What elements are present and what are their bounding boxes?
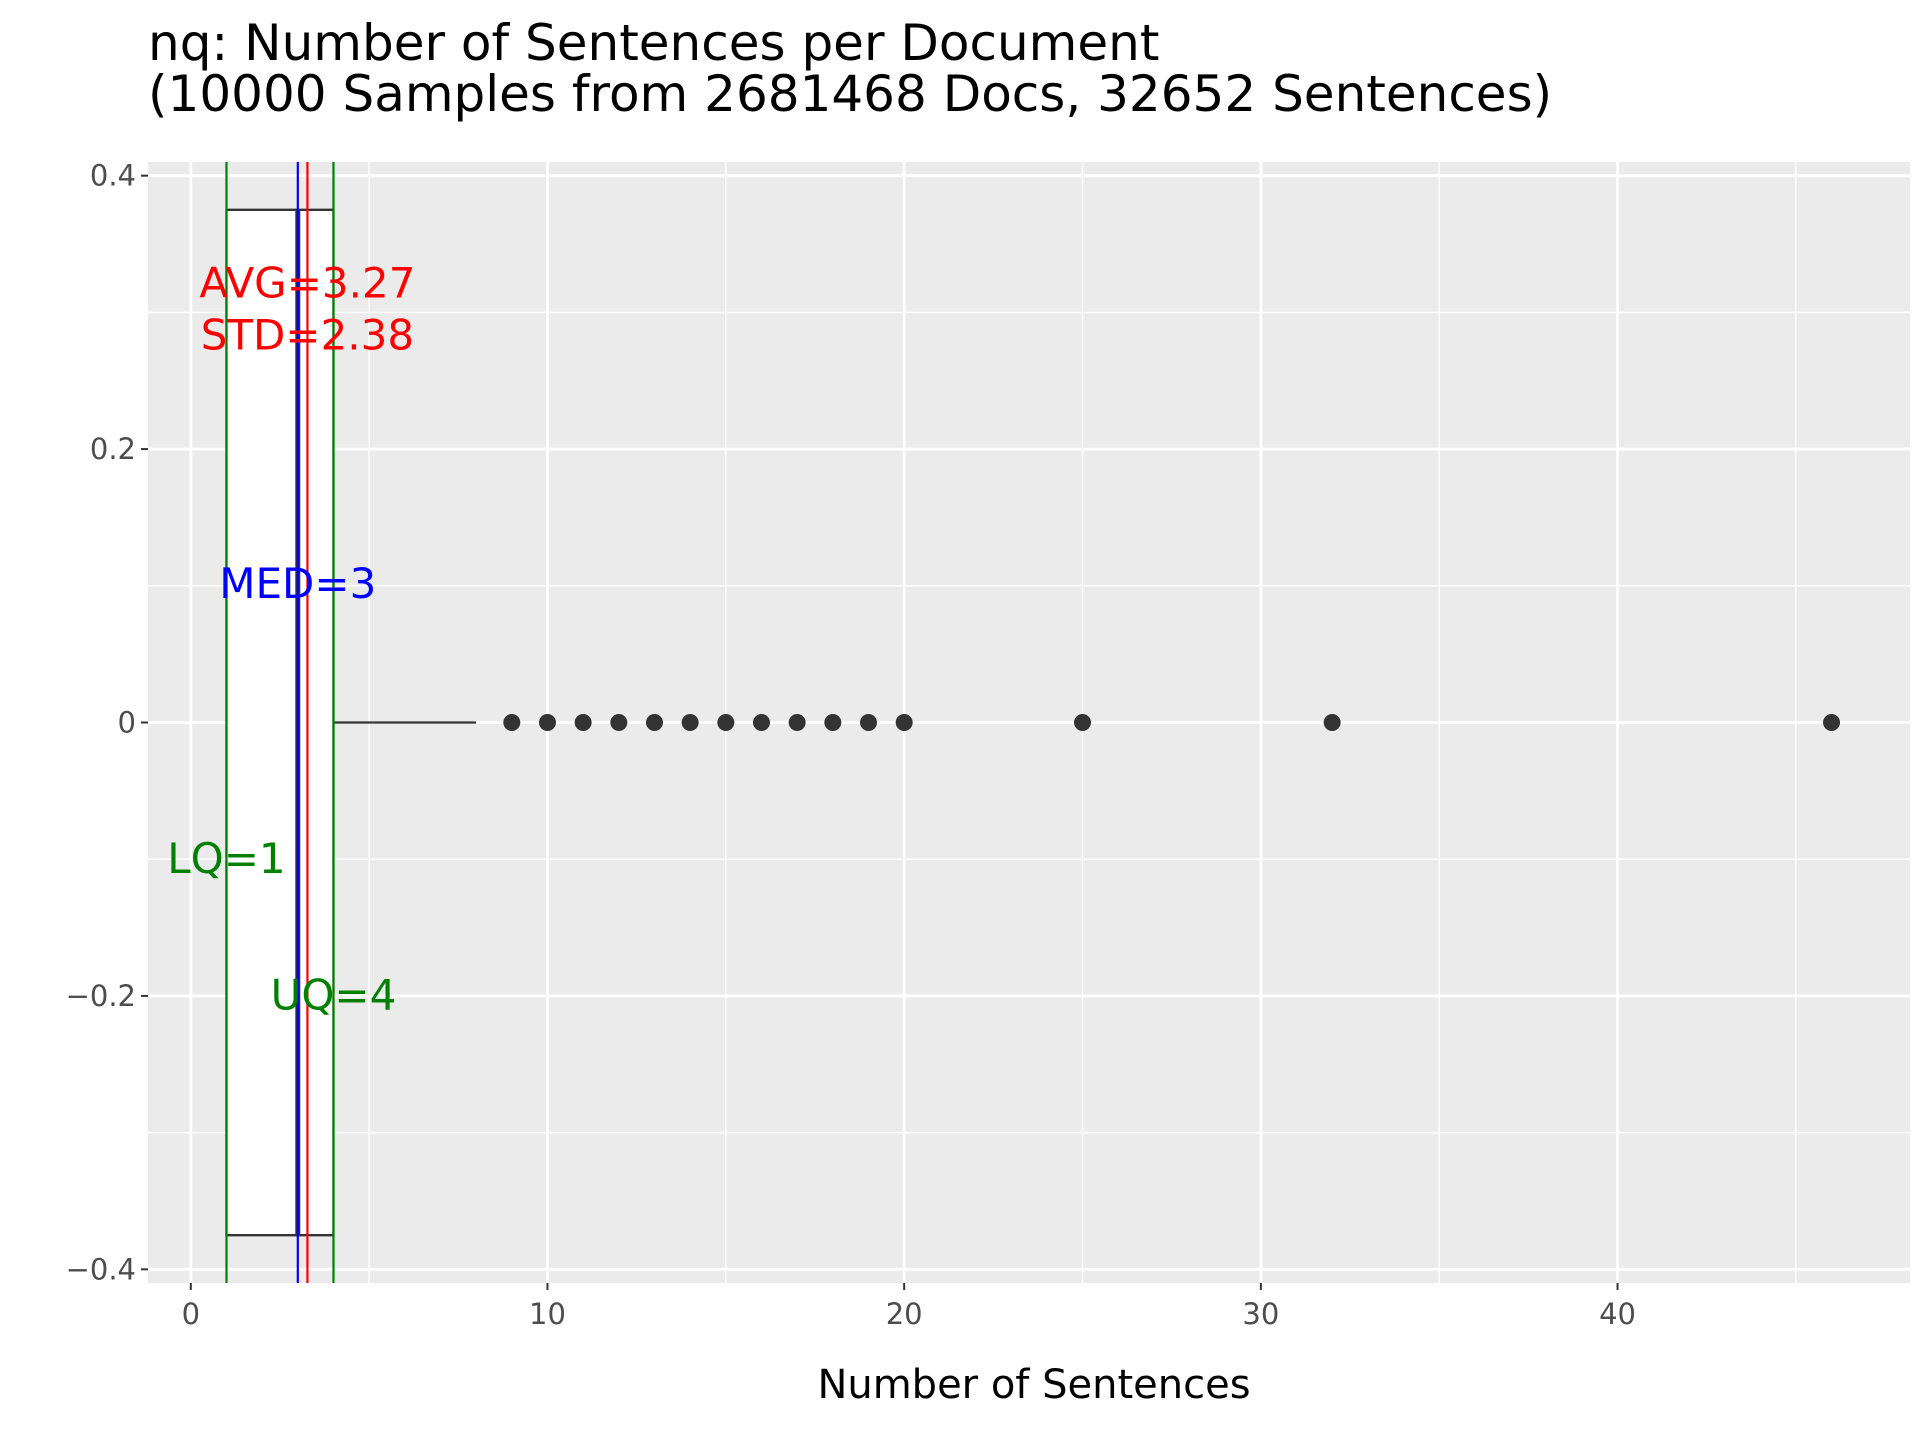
outlier-point — [717, 714, 735, 731]
outlier-point — [1823, 714, 1841, 731]
x-axis-title: Number of Sentences — [817, 1362, 1250, 1408]
outlier-point — [859, 714, 877, 731]
med-annotation: MED=3 — [219, 559, 376, 608]
outlier-point — [1323, 714, 1341, 731]
outlier-point — [645, 714, 663, 731]
y-tick-label: −0.4 — [66, 1252, 136, 1286]
avg-annotation: AVG=3.27 — [199, 258, 415, 307]
chart-subtitle: (10000 Samples from 2681468 Docs, 32652 … — [148, 65, 1552, 123]
outlier-point — [752, 714, 770, 731]
box-body — [225, 208, 335, 1237]
plot-area: 0 10 20 30 40 0.4 0.2 0 −0.2 −0.4 AVG=3.27STD=2.38… — [66, 159, 1910, 1331]
outlier-point — [681, 714, 699, 731]
y-tick-label: 0.2 — [90, 432, 136, 466]
chart-title: nq: Number of Sentences per Document — [148, 14, 1159, 72]
outlier-point — [503, 714, 521, 731]
x-tick-label: 40 — [1599, 1297, 1636, 1331]
outlier-point — [824, 714, 842, 731]
outlier-point — [610, 714, 628, 731]
outlier-point — [895, 714, 913, 731]
std-annotation: STD=2.38 — [201, 310, 414, 359]
outlier-point — [538, 714, 556, 731]
outlier-point — [788, 714, 806, 731]
y-tick-label: −0.2 — [66, 979, 136, 1013]
x-tick-label: 10 — [529, 1297, 566, 1331]
uq-annotation: UQ=4 — [271, 971, 397, 1020]
outlier-point — [574, 714, 592, 731]
y-tick-label: 0 — [118, 706, 136, 740]
y-tick-label: 0.4 — [90, 159, 136, 193]
x-tick-label: 0 — [182, 1297, 200, 1331]
lq-annotation: LQ=1 — [167, 834, 285, 883]
x-tick-label: 20 — [886, 1297, 923, 1331]
x-tick-label: 30 — [1242, 1297, 1279, 1331]
outlier-point — [1074, 714, 1092, 731]
